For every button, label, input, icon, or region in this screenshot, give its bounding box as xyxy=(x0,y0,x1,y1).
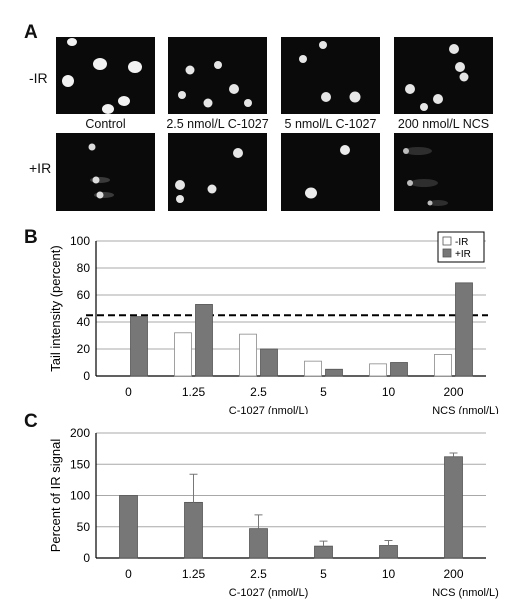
chart-b-bar-ir xyxy=(325,368,343,377)
chart-b-ytick-label: 100 xyxy=(70,234,90,248)
chart-b-category-label: 1.25 xyxy=(182,385,206,399)
chart-b-category-label: 5 xyxy=(320,385,327,399)
chart-b-legend-label: +IR xyxy=(455,249,471,260)
micrograph-c1027-2-5-minus-ir xyxy=(168,37,267,114)
chart-c-category-label: 1.25 xyxy=(182,567,206,581)
chart-b-ytick-label: 40 xyxy=(77,315,91,329)
chart-c: 0 50 100 150 200 0 1.25 2.5 5 10 200 C-1027 (nmol/L… xyxy=(48,426,499,599)
chart-c-ylabel: Percent of IR signal xyxy=(48,439,63,553)
chart-b-bar-ir xyxy=(304,360,322,377)
chart-c-ytick-label: 150 xyxy=(70,457,90,471)
panel-b-letter: B xyxy=(24,227,38,248)
chart-b-bar-ir xyxy=(239,333,257,377)
chart-b-bar-ir xyxy=(195,304,213,377)
chart-c-category-label: 0 xyxy=(125,567,132,581)
chart-c-ytick-label: 50 xyxy=(77,520,91,534)
chart-b-bar-ir xyxy=(434,354,452,377)
chart-b-bar-ir xyxy=(260,348,278,377)
micrograph-control-minus-ir xyxy=(56,37,155,114)
micrograph-c1027-5-minus-ir xyxy=(281,37,380,114)
chart-c-bar-signal xyxy=(249,528,268,559)
chart-b-legend-swatch xyxy=(442,248,452,258)
micrograph-control-plus-ir xyxy=(56,133,155,211)
chart-b-bar-ir xyxy=(455,282,473,377)
chart-b-category-label: 200 xyxy=(443,385,463,399)
chart-b-bar-ir xyxy=(369,363,387,377)
chart-b-ytick-label: 20 xyxy=(77,342,91,356)
chart-c-category-label: 5 xyxy=(320,567,327,581)
chart-b-legend-label: -IR xyxy=(455,237,468,248)
chart-b-group-label-ncs: NCS (nmol/L) xyxy=(432,405,499,414)
chart-b-category-label: 0 xyxy=(125,385,132,399)
chart-b-group-label-c1027: C-1027 (nmol/L) xyxy=(229,405,308,414)
chart-c-ytick-label: 200 xyxy=(70,426,90,440)
chart-c-category-label: 10 xyxy=(382,567,396,581)
chart-b-legend-swatch xyxy=(442,236,452,246)
chart-b-ylabel: Tail intensity (percent) xyxy=(48,245,63,371)
chart-b-ytick-label: 80 xyxy=(77,261,91,275)
chart-b-category-label: 10 xyxy=(382,385,396,399)
chart-c-bar-signal xyxy=(314,545,333,559)
chart-c-bar-signal xyxy=(119,495,138,559)
chart-c-category-label: 2.5 xyxy=(250,567,267,581)
chart-c-group-label-ncs: NCS (nmol/L) xyxy=(432,587,499,599)
chart-c-bar-signal xyxy=(379,545,398,559)
chart-b: 0 20 40 60 80 100 0 1.25 2.5 5 10 200 C-1027 (nmol/L… xyxy=(48,231,499,414)
row-label-plus-ir: +IR xyxy=(29,160,52,176)
chart-c-bar-signal xyxy=(184,501,203,559)
micrograph-c1027-2-5-plus-ir xyxy=(168,133,267,211)
chart-c-bar-signal xyxy=(444,456,463,559)
panel-c-letter: C xyxy=(24,411,38,432)
chart-b-bar-ir xyxy=(130,316,148,377)
chart-b-bar-ir xyxy=(390,362,408,377)
chart-b-ytick-label: 60 xyxy=(77,288,91,302)
micrograph-ncs-minus-ir xyxy=(394,37,493,114)
chart-c-group-label-c1027: C-1027 (nmol/L) xyxy=(229,587,308,599)
chart-c-category-label: 200 xyxy=(443,567,463,581)
caption-control: Control xyxy=(85,117,126,131)
micrograph-c1027-5-plus-ir xyxy=(281,133,380,211)
chart-c-ytick-label: 100 xyxy=(70,489,90,503)
chart-b-bar-ir xyxy=(174,332,192,377)
panel-a-letter: A xyxy=(24,22,38,43)
caption-c1027-5: 5 nmol/L C-1027 xyxy=(284,117,377,131)
chart-b-ytick-label: 0 xyxy=(83,369,90,383)
caption-c1027-2-5: 2.5 nmol/L C-1027 xyxy=(166,117,269,131)
micrograph-ncs-plus-ir xyxy=(394,133,493,211)
chart-b-category-label: 2.5 xyxy=(250,385,267,399)
caption-ncs-200: 200 nmol/L NCS xyxy=(397,117,490,131)
row-label-minus-ir: -IR xyxy=(29,70,48,86)
chart-c-ytick-label: 0 xyxy=(83,551,90,565)
